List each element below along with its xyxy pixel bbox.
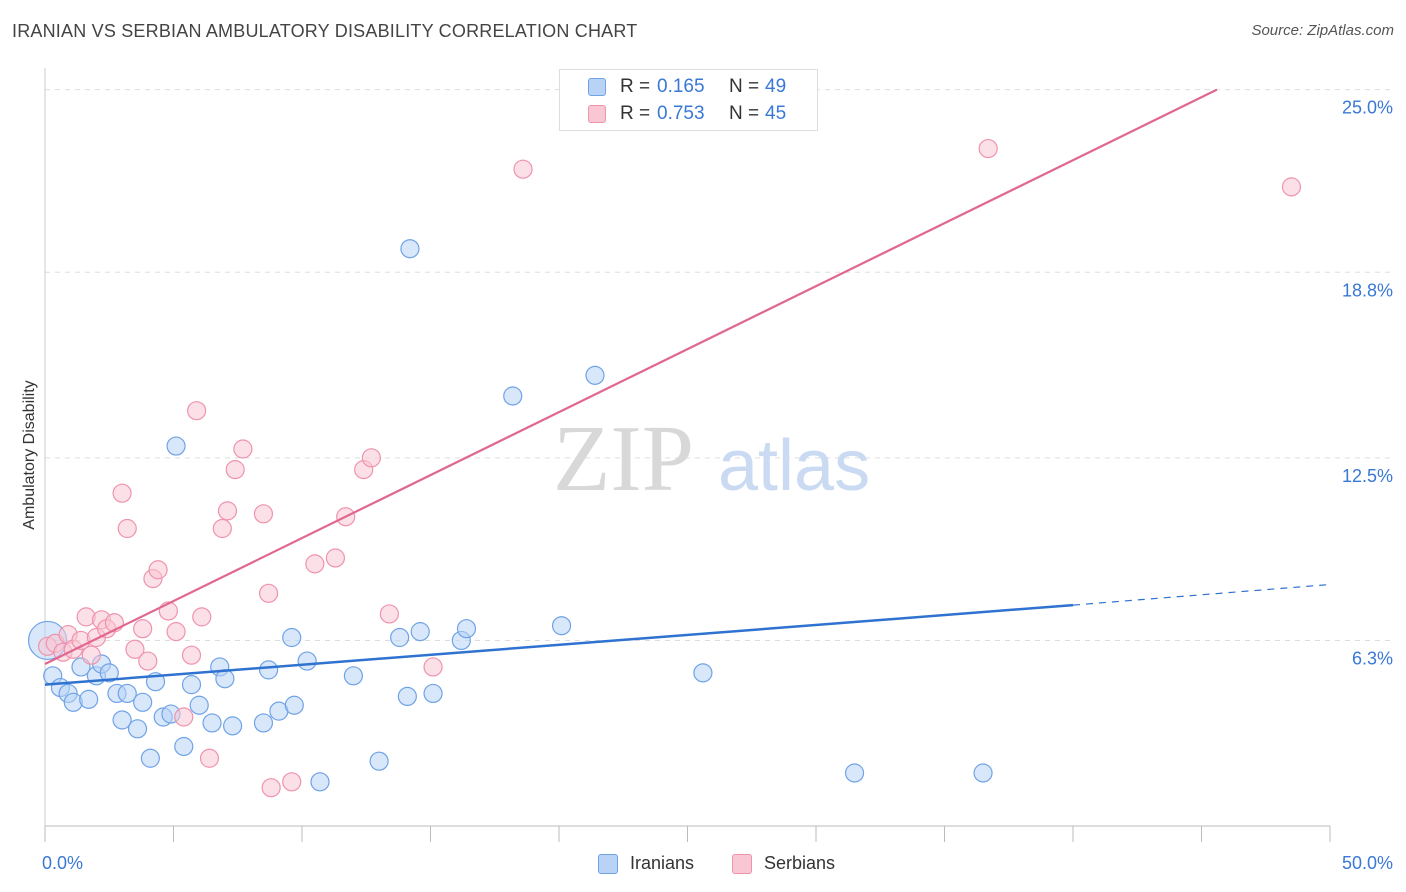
iranians-point	[503, 386, 523, 406]
serbians-point	[258, 583, 279, 603]
serbians-point	[81, 645, 101, 665]
iranians-trend-line	[44, 603, 1074, 686]
iranians-point	[127, 719, 148, 739]
legend-iranians-swatch	[598, 854, 618, 874]
serbians-point	[305, 554, 325, 574]
iranians-point	[140, 748, 160, 768]
iranians-point	[258, 660, 279, 680]
legend-iranians-label: Iranians	[630, 853, 695, 873]
serbians-point	[253, 504, 274, 524]
serbians-point	[112, 483, 132, 503]
serbians-point	[212, 518, 232, 539]
iranians-point	[973, 763, 993, 783]
serbians-point	[325, 548, 346, 568]
serbians-r-label: R =	[620, 103, 651, 124]
source-label: Source: ZipAtlas.com	[1251, 22, 1394, 39]
serbians-point	[225, 460, 245, 480]
serbians-r-value: 0.753	[657, 103, 705, 124]
iranians-point	[400, 239, 420, 259]
iranians-point	[390, 627, 410, 648]
serbians-swatch	[588, 105, 606, 123]
iranians-n-label: N =	[729, 76, 760, 97]
serbians-n-value: 45	[765, 103, 787, 124]
serbians-point	[361, 448, 381, 468]
stats-legend: R = 0.165 N = 49 R = 0.753 N = 45	[559, 69, 818, 131]
y-tick-label: 6.3%	[1352, 648, 1393, 668]
chart-title: IRANIAN VS SERBIAN AMBULATORY DISABILITY…	[12, 21, 638, 41]
iranians-point	[297, 651, 317, 671]
iranians-point	[310, 772, 330, 792]
serbians-point	[379, 604, 399, 624]
iranians-swatch	[588, 78, 606, 96]
iranians-point	[79, 689, 99, 709]
serbians-point	[125, 639, 145, 659]
serbians-point	[423, 657, 443, 677]
serbians-point	[138, 651, 158, 671]
iranians-point	[551, 616, 572, 636]
iranians-n-value: 49	[765, 76, 787, 97]
serbians-point	[199, 748, 220, 768]
iranians-point	[189, 695, 209, 715]
iranians-point	[343, 666, 363, 686]
serbians-point	[513, 159, 533, 179]
iranians-trend-extension	[1072, 583, 1331, 606]
serbians-point	[192, 607, 212, 627]
iranians-point	[284, 695, 304, 715]
watermark-zip: ZIP	[553, 407, 694, 511]
serbians-point	[117, 518, 137, 539]
iranians-point	[133, 692, 153, 712]
serbians-point	[148, 560, 168, 580]
iranians-point	[99, 663, 119, 683]
serbians-point	[261, 778, 281, 798]
y-tick-label: 25.0%	[1342, 98, 1393, 118]
serbians-point	[174, 707, 194, 727]
serbians-point	[217, 501, 238, 521]
serbians-point	[181, 645, 202, 665]
iranians-point	[166, 436, 186, 456]
iranians-point	[253, 713, 274, 733]
iranians-r-value: 0.165	[657, 76, 705, 97]
serbians-point	[282, 772, 302, 792]
iranians-point	[397, 686, 417, 707]
iranians-point	[410, 622, 430, 642]
iranians-point	[202, 713, 222, 733]
serbians-trend-line	[44, 88, 1218, 665]
iranians-r-label: R =	[620, 76, 651, 97]
legend-serbians-label: Serbians	[764, 853, 836, 873]
iranians-point	[112, 710, 132, 730]
iranians-point	[181, 675, 202, 695]
iranians-point	[844, 763, 865, 783]
iranians-point	[369, 751, 389, 771]
iranians-point	[282, 627, 302, 648]
iranians-point	[585, 365, 605, 385]
x-tick-label-start: 0.0%	[42, 853, 83, 873]
iranians-point	[117, 683, 137, 704]
serbians-n-label: N =	[729, 103, 760, 124]
iranians-point	[423, 683, 443, 704]
x-tick-label-end: 50.0%	[1342, 853, 1393, 873]
iranians-point	[223, 716, 243, 736]
iranians-point	[693, 663, 713, 683]
serbians-point	[233, 439, 253, 459]
serbians-point	[187, 401, 207, 421]
iranians-point	[174, 736, 194, 757]
legend-serbians-swatch	[732, 854, 752, 874]
iranians-point	[456, 619, 477, 639]
y-tick-label: 12.5%	[1342, 466, 1393, 486]
y-tick-label: 18.8%	[1342, 280, 1393, 300]
serbians-point	[978, 138, 998, 159]
serbians-point	[133, 619, 153, 639]
serbians-point	[1281, 177, 1302, 197]
watermark-atlas: atlas	[718, 426, 870, 506]
serbians-point	[166, 622, 186, 642]
